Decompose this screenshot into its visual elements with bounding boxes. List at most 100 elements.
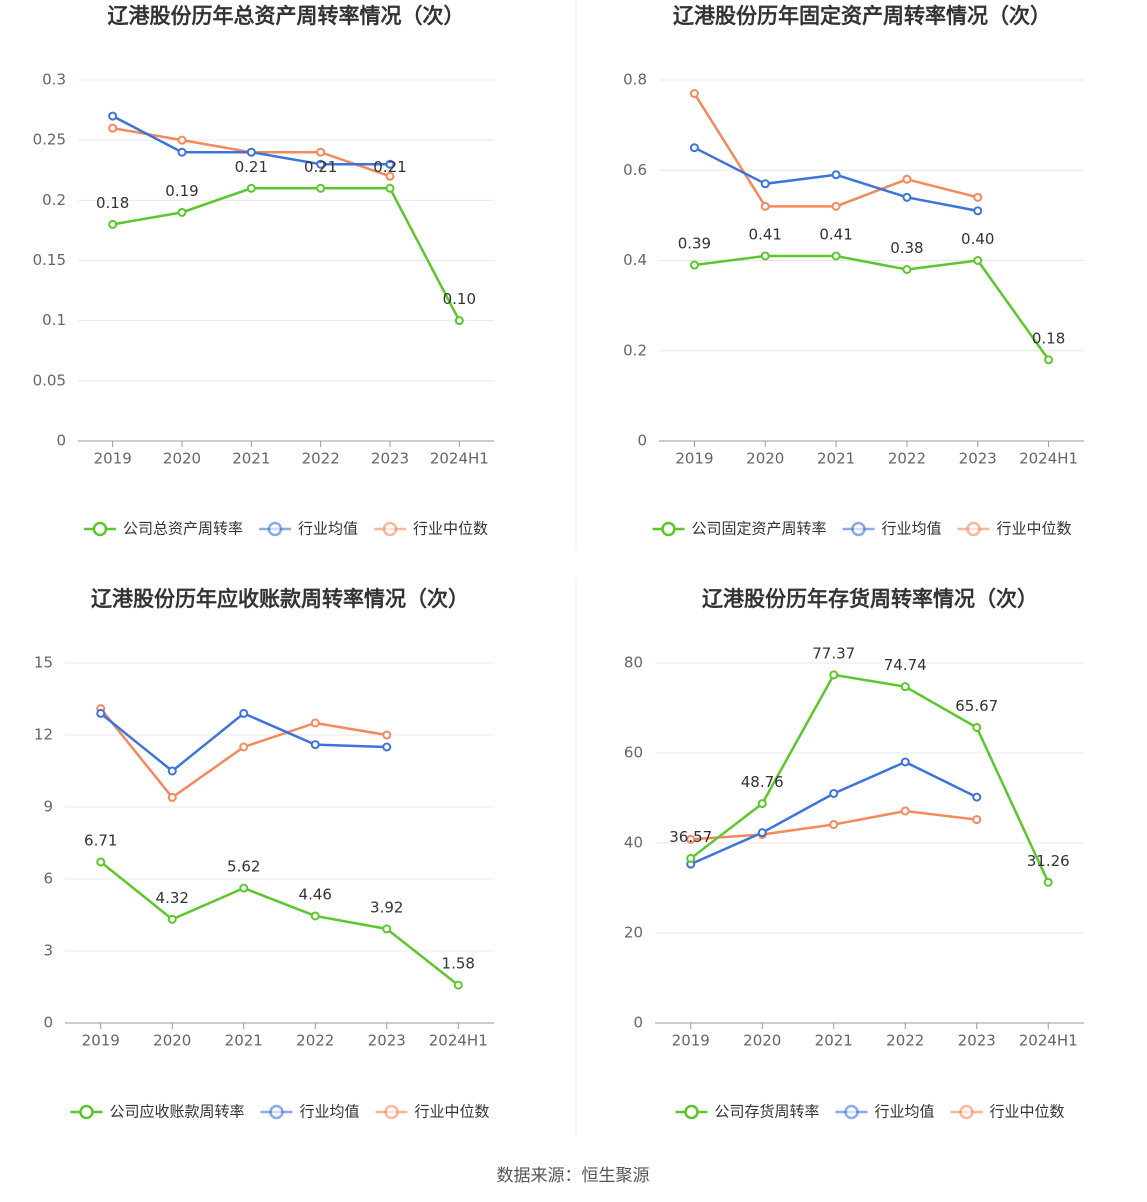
x-tick-label: 2023 [371, 450, 409, 468]
y-tick-label: 0 [633, 1014, 643, 1032]
y-tick-label: 0.6 [623, 161, 647, 179]
legend-marker [382, 521, 398, 537]
x-tick-label: 2020 [163, 450, 201, 468]
legend-marker [844, 1104, 859, 1120]
point [757, 828, 767, 838]
legend-marker [851, 521, 866, 537]
point [689, 89, 699, 99]
legend-marker [661, 521, 676, 537]
point [760, 179, 770, 189]
x-tick-label: 2022 [886, 1032, 924, 1050]
legend-label: 公司存货周转率 [714, 1103, 819, 1121]
source: 数据来源：恒生聚源 [497, 1166, 650, 1186]
point [167, 792, 177, 802]
x-tick-label: 2020 [153, 1032, 191, 1050]
series-line [112, 187, 461, 322]
data-label: 0.18 [1032, 329, 1065, 347]
legend-label: 行业均值 [881, 520, 941, 538]
point [1043, 877, 1053, 887]
chart-title: 辽港股份历年应收账款周转率情况（次） [91, 587, 469, 611]
legend-label: 行业均值 [299, 1103, 359, 1121]
y-tick-label: 0.1 [42, 311, 66, 329]
legend-label: 行业中位数 [997, 520, 1072, 538]
y-tick-label: 3 [43, 942, 53, 960]
data-label: 0.10 [443, 290, 476, 308]
y-tick-label: 0.8 [623, 71, 647, 89]
point [382, 730, 392, 740]
x-tick-label: 2024H1 [430, 450, 489, 468]
point [689, 260, 699, 270]
series-line [693, 146, 978, 213]
point [96, 857, 106, 867]
point [96, 708, 106, 718]
point [108, 111, 118, 121]
point [1044, 355, 1054, 365]
y-tick-label: 6 [43, 870, 53, 888]
point [900, 806, 910, 816]
x-tick-label: 2022 [302, 450, 340, 468]
point [108, 219, 118, 229]
chart-title: 辽港股份历年固定资产周转率情况（次） [673, 4, 1051, 28]
x-tick-label: 2023 [958, 1032, 996, 1050]
data-label: 3.92 [370, 898, 403, 916]
x-tick-label: 2020 [743, 1032, 781, 1050]
legend: 公司总资产周转率 行业均值 行业中位数 [83, 520, 488, 538]
x-tick-label: 2021 [225, 1032, 263, 1050]
series-line [99, 707, 387, 800]
point [239, 883, 249, 893]
point [760, 251, 770, 261]
data-label: 77.37 [812, 644, 855, 662]
data-label: 36.57 [669, 828, 712, 846]
point [972, 792, 982, 802]
data-label: 0.41 [819, 225, 852, 243]
data-label: 0.18 [96, 194, 129, 212]
point [316, 159, 326, 169]
point [177, 135, 187, 145]
y-tick-label: 15 [34, 654, 53, 672]
point [689, 143, 699, 153]
legend-marker [269, 1104, 284, 1120]
point [177, 207, 187, 217]
data-label: 0.39 [678, 235, 711, 253]
chart-title: 辽港股份历年存货周转率情况（次） [702, 587, 1038, 611]
x-tick-label: 2024H1 [1019, 1032, 1078, 1050]
y-tick-label: 0 [637, 432, 647, 450]
point [239, 708, 249, 718]
point [831, 251, 841, 261]
point [972, 722, 982, 732]
point [167, 914, 177, 924]
data-label: 6.71 [84, 831, 117, 849]
data-label: 0.21 [235, 158, 268, 176]
legend-label: 行业均值 [298, 520, 358, 538]
y-tick-label: 0.4 [623, 251, 647, 269]
point [246, 183, 256, 193]
legend-label: 行业中位数 [415, 1103, 490, 1121]
y-tick-label: 0 [56, 432, 66, 450]
data-label: 4.32 [156, 889, 189, 907]
point [831, 170, 841, 180]
point [108, 123, 118, 133]
x-tick-label: 2019 [94, 450, 132, 468]
legend-marker [267, 521, 283, 537]
data-label: 5.62 [227, 858, 260, 876]
point [167, 766, 177, 776]
point [973, 192, 983, 202]
y-tick-label: 0.3 [42, 71, 66, 89]
legend: 公司存货周转率 行业均值 行业中位数 [675, 1103, 1065, 1121]
y-tick-label: 0.2 [623, 341, 647, 359]
x-tick-label: 2022 [296, 1032, 334, 1050]
point [310, 911, 320, 921]
x-tick-label: 2024H1 [429, 1032, 488, 1050]
y-tick-label: 0.15 [33, 251, 66, 269]
point [973, 256, 983, 265]
point [757, 799, 767, 809]
data-label: 0.41 [749, 225, 782, 243]
x-tick-label: 2022 [888, 450, 926, 468]
y-tick-label: 0.2 [42, 191, 66, 209]
x-tick-label: 2023 [368, 1032, 406, 1050]
point [310, 740, 320, 750]
x-tick-label: 2020 [746, 450, 784, 468]
data-label: 0.21 [373, 158, 406, 176]
legend-marker [684, 1104, 699, 1120]
